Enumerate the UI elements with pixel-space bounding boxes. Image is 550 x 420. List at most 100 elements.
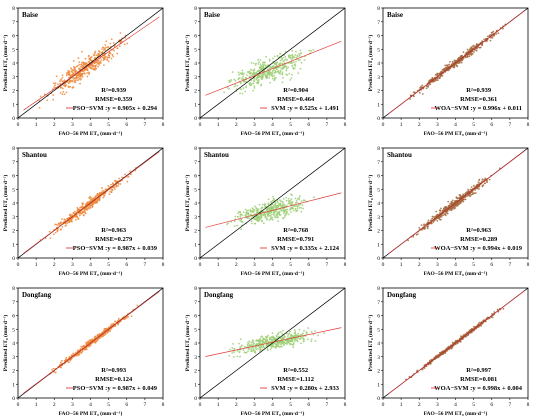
scatter-point xyxy=(90,202,93,205)
scatter-point xyxy=(54,223,57,226)
scatter-point xyxy=(88,204,91,207)
scatter-point xyxy=(105,327,108,330)
rmse-label: RMSE=0.359 xyxy=(95,96,133,103)
station-label: Dongfang xyxy=(204,291,234,299)
scatter-point xyxy=(263,213,266,215)
scatter-point xyxy=(276,214,279,216)
fit-line xyxy=(23,151,160,254)
scatter-point xyxy=(259,339,262,342)
x-tick-label: 7 xyxy=(144,402,147,408)
scatter-point xyxy=(61,93,64,96)
fit-equation-label: SVM :y = 0.525x + 1.491 xyxy=(271,105,339,112)
scatter-point xyxy=(293,340,296,342)
scatter-point xyxy=(473,186,476,189)
scatter-point xyxy=(86,75,89,78)
plot-area xyxy=(383,148,528,258)
scatter-point xyxy=(434,218,437,221)
scatter-point xyxy=(277,333,279,336)
scatter-point xyxy=(296,207,299,210)
scatter-point xyxy=(59,361,62,364)
fit-equation-label: SVM :y = 0.280x + 2.933 xyxy=(271,385,340,392)
scatter-point xyxy=(123,43,126,46)
scatter-point xyxy=(310,331,313,333)
scatter-point xyxy=(287,56,290,59)
y-tick-label: 7 xyxy=(377,160,380,166)
scatter-point xyxy=(70,355,73,357)
scatter-point xyxy=(266,213,269,216)
scatter-point xyxy=(291,62,293,64)
scatter-point xyxy=(289,199,292,202)
scatter-point xyxy=(77,76,80,79)
scatter-point xyxy=(52,98,55,101)
scatter-point xyxy=(250,341,253,344)
scatter-point xyxy=(252,72,255,75)
scatter-point xyxy=(456,203,459,206)
scatter-point xyxy=(323,332,325,334)
scatter-point xyxy=(409,98,412,100)
fit-line xyxy=(205,40,342,96)
scatter-point xyxy=(271,332,274,334)
scatter-point xyxy=(451,199,454,202)
scatter-point xyxy=(459,55,462,57)
scatter-point xyxy=(425,87,428,90)
r2-label: R²=0.768 xyxy=(283,227,309,234)
scatter-point xyxy=(264,205,267,208)
y-tick-label: 0 xyxy=(194,256,197,262)
scatter-point xyxy=(80,77,82,80)
x-tick-label: 3 xyxy=(71,402,74,408)
scatter-point xyxy=(242,349,245,352)
x-tick-label: 5 xyxy=(107,402,110,408)
scatter-point xyxy=(97,59,100,62)
scatter-point xyxy=(75,79,77,82)
y-tick-label: 4 xyxy=(194,61,197,67)
y-tick-label: 3 xyxy=(194,355,197,361)
scatter-point xyxy=(276,70,279,73)
scatter-point xyxy=(293,329,296,331)
plot-area xyxy=(383,8,528,118)
scatter-point xyxy=(435,210,438,213)
scatter-point xyxy=(290,206,293,209)
fit-line xyxy=(23,16,160,111)
scatter-point xyxy=(300,200,303,203)
scatter-point xyxy=(285,196,288,199)
scatter-point xyxy=(259,349,262,351)
scatter-point xyxy=(264,216,267,219)
scatter-point xyxy=(292,68,295,70)
scatter-point xyxy=(236,215,239,218)
scatter-point xyxy=(459,56,462,59)
scatter-point xyxy=(81,350,84,353)
y-tick-label: 0 xyxy=(194,396,197,402)
scatter-point xyxy=(280,200,282,203)
y-tick-label: 5 xyxy=(194,187,197,193)
y-tick-label: 1 xyxy=(12,242,15,248)
scatter-point xyxy=(276,55,279,57)
x-tick-label: 2 xyxy=(235,262,238,268)
x-tick-label: 8 xyxy=(162,262,165,268)
r2-label: R²=0.963 xyxy=(101,227,127,234)
scatter-point xyxy=(232,342,234,345)
scatter-point xyxy=(436,72,438,75)
x-tick-label: 4 xyxy=(454,122,457,128)
x-tick-label: 6 xyxy=(490,402,493,408)
scatter-point xyxy=(66,71,69,74)
scatter-point xyxy=(250,83,253,86)
scatter-point xyxy=(78,61,81,63)
scatter-point xyxy=(464,198,467,201)
scatter-point xyxy=(73,81,76,84)
scatter-point xyxy=(76,77,78,80)
rmse-label: RMSE=0.464 xyxy=(277,96,315,103)
y-axis-title: Predicted ET₀ (mm·d⁻¹) xyxy=(184,175,191,232)
scatter-point xyxy=(249,68,252,71)
scatter-point xyxy=(106,331,109,334)
scatter-point xyxy=(279,69,282,72)
scatter-point xyxy=(458,58,460,60)
scatter-point xyxy=(268,58,271,61)
scatter-point xyxy=(255,219,258,222)
scatter-point xyxy=(273,336,275,339)
scatter-point xyxy=(250,348,252,351)
x-tick-label: 5 xyxy=(289,402,292,408)
scatter-point xyxy=(59,91,62,94)
x-tick-label: 8 xyxy=(344,402,347,408)
x-tick-label: 3 xyxy=(436,122,439,128)
scatter-point xyxy=(96,195,99,197)
